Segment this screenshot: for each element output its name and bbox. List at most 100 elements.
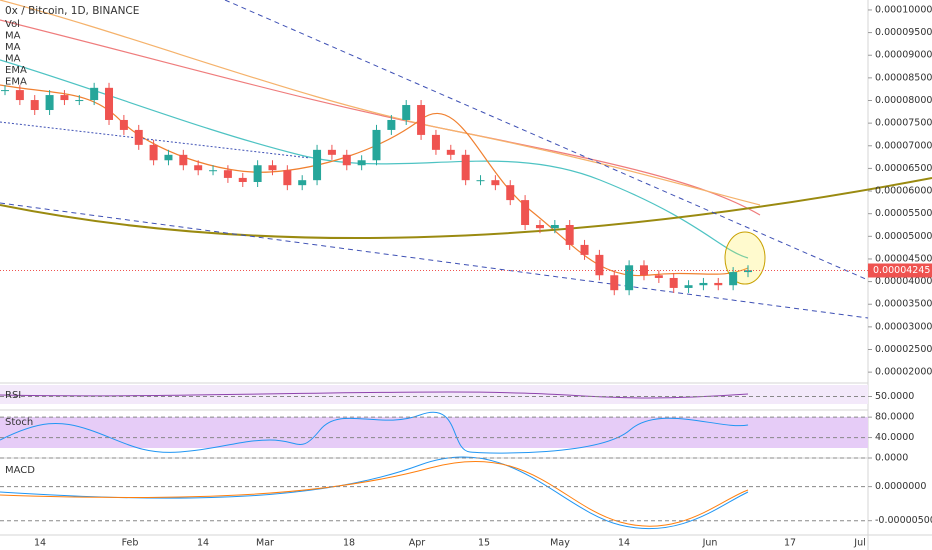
y-tick-label: 0.00004500 <box>875 253 932 264</box>
y-tick-label: 0.00005000 <box>875 231 932 242</box>
candle <box>491 180 500 186</box>
x-tick-label: 14 <box>197 538 209 549</box>
y-tick-label: 0.00008000 <box>875 95 932 106</box>
y-tick-label: 0.00009000 <box>875 50 932 61</box>
macd-line <box>0 456 749 530</box>
candle <box>446 149 455 155</box>
candle <box>60 95 69 101</box>
y-tick-label: 0.00005500 <box>875 208 932 219</box>
candle <box>253 165 262 182</box>
y-tick-label: 40.0000 <box>875 432 914 443</box>
legend-entry: MA <box>5 42 21 53</box>
legend-entry: MA <box>5 31 21 42</box>
candle <box>164 154 173 161</box>
x-tick-label: May <box>550 538 570 549</box>
stoch-k <box>0 411 749 454</box>
x-tick-label: Jun <box>702 538 718 549</box>
candle <box>209 170 218 172</box>
pane-label: MACD <box>5 465 35 476</box>
y-tick-label: 0.00002500 <box>875 344 932 355</box>
y-tick-label: 0.0000 <box>875 453 908 464</box>
candle <box>639 265 648 276</box>
candle <box>268 165 277 171</box>
y-tick-label: 0.0000000 <box>875 481 926 492</box>
candle <box>149 144 158 161</box>
legend-entry: MA <box>5 54 21 65</box>
candle <box>476 180 485 182</box>
candle <box>565 225 574 245</box>
candle <box>75 100 84 102</box>
candle <box>357 160 366 166</box>
candle <box>654 275 663 278</box>
candle <box>105 87 114 120</box>
ma-red <box>0 19 761 216</box>
candle <box>283 170 292 186</box>
candle <box>625 265 634 291</box>
candle <box>342 154 351 166</box>
candle <box>714 282 723 286</box>
candle <box>417 105 426 135</box>
last-price-tag <box>868 263 932 278</box>
trend-lower <box>0 202 869 319</box>
candle <box>550 225 559 229</box>
candle <box>313 149 322 181</box>
signal-line <box>0 461 749 527</box>
candle <box>90 87 99 101</box>
stoch-band <box>0 417 868 448</box>
x-tick-label: 18 <box>343 538 355 549</box>
y-tick-label: 0.00008500 <box>875 72 932 83</box>
legend-entry: EMA <box>5 65 27 76</box>
y-tick-label: -0.00000500 <box>875 515 932 526</box>
candle <box>461 154 470 181</box>
y-tick-label: 0.00002000 <box>875 367 932 378</box>
candle <box>119 119 128 130</box>
candle <box>744 270 752 273</box>
y-tick-label: 0.00010000 <box>875 4 932 15</box>
y-tick-label: 0.00007000 <box>875 140 932 151</box>
candle <box>179 154 188 166</box>
y-tick-label: 0.00003500 <box>875 299 932 310</box>
y-tick-label: 0.00004000 <box>875 276 932 287</box>
candle <box>372 129 381 161</box>
x-tick-label: 15 <box>478 538 490 549</box>
highlight <box>724 231 766 285</box>
legend-entry: EMA <box>5 77 27 88</box>
candle <box>387 119 396 130</box>
candle <box>521 200 530 226</box>
candle <box>134 129 143 145</box>
candle <box>30 100 39 111</box>
candle <box>595 254 604 276</box>
candle <box>45 95 54 111</box>
x-tick-label: Mar <box>256 538 274 549</box>
candle <box>699 282 708 286</box>
candle <box>194 165 203 171</box>
x-tick-label: Apr <box>409 538 426 549</box>
x-tick-label: Jul <box>853 538 865 549</box>
candle <box>298 180 307 186</box>
legend-entry: Vol <box>5 19 20 30</box>
candle <box>402 105 411 120</box>
candle <box>431 134 440 150</box>
candle <box>580 244 589 255</box>
candle <box>506 185 515 201</box>
parabola <box>0 177 932 240</box>
candle <box>327 149 336 155</box>
pane-label: RSI <box>5 390 21 401</box>
y-tick-label: 0.00006000 <box>875 186 932 197</box>
rsi-band <box>0 385 868 404</box>
candle <box>1 90 9 92</box>
x-tick-label: 14 <box>618 538 630 549</box>
x-tick-label: Feb <box>122 538 139 549</box>
candle <box>729 272 738 286</box>
x-tick-label: 17 <box>784 538 796 549</box>
candle <box>15 90 24 101</box>
x-tick-label: 14 <box>34 538 46 549</box>
y-tick-label: 0.00007500 <box>875 118 932 129</box>
candle <box>669 277 678 288</box>
candle <box>684 285 693 288</box>
candle <box>535 225 544 229</box>
candle <box>238 177 247 182</box>
